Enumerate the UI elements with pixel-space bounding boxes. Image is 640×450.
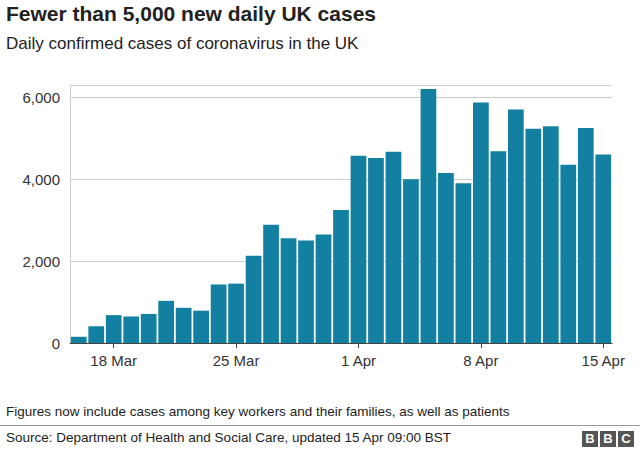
svg-text:18 Mar: 18 Mar [90, 352, 137, 369]
svg-text:4,000: 4,000 [22, 171, 60, 188]
html-text:Daily confirmed cases of coron: Daily confirmed cases of coronavirus in … [6, 34, 359, 53]
html-text:B: B [585, 431, 595, 446]
svg-text:15 Apr: 15 Apr [582, 352, 625, 369]
svg-text:1 Apr: 1 Apr [341, 352, 376, 369]
html-text:B: B [603, 431, 613, 446]
html-text:C: C [621, 431, 631, 446]
svg-text:0: 0 [52, 335, 60, 352]
html-text:Source: Department of Health a: Source: Department of Health and Social … [6, 430, 451, 445]
svg-text:8 Apr: 8 Apr [463, 352, 498, 369]
svg-text:6,000: 6,000 [22, 89, 60, 106]
html-text:Fewer than 5,000 new daily UK: Fewer than 5,000 new daily UK cases [6, 2, 376, 25]
svg-text:2,000: 2,000 [22, 253, 60, 270]
html-text:Figures now include cases amon: Figures now include cases among key work… [6, 404, 510, 419]
svg-text:25 Mar: 25 Mar [213, 352, 260, 369]
